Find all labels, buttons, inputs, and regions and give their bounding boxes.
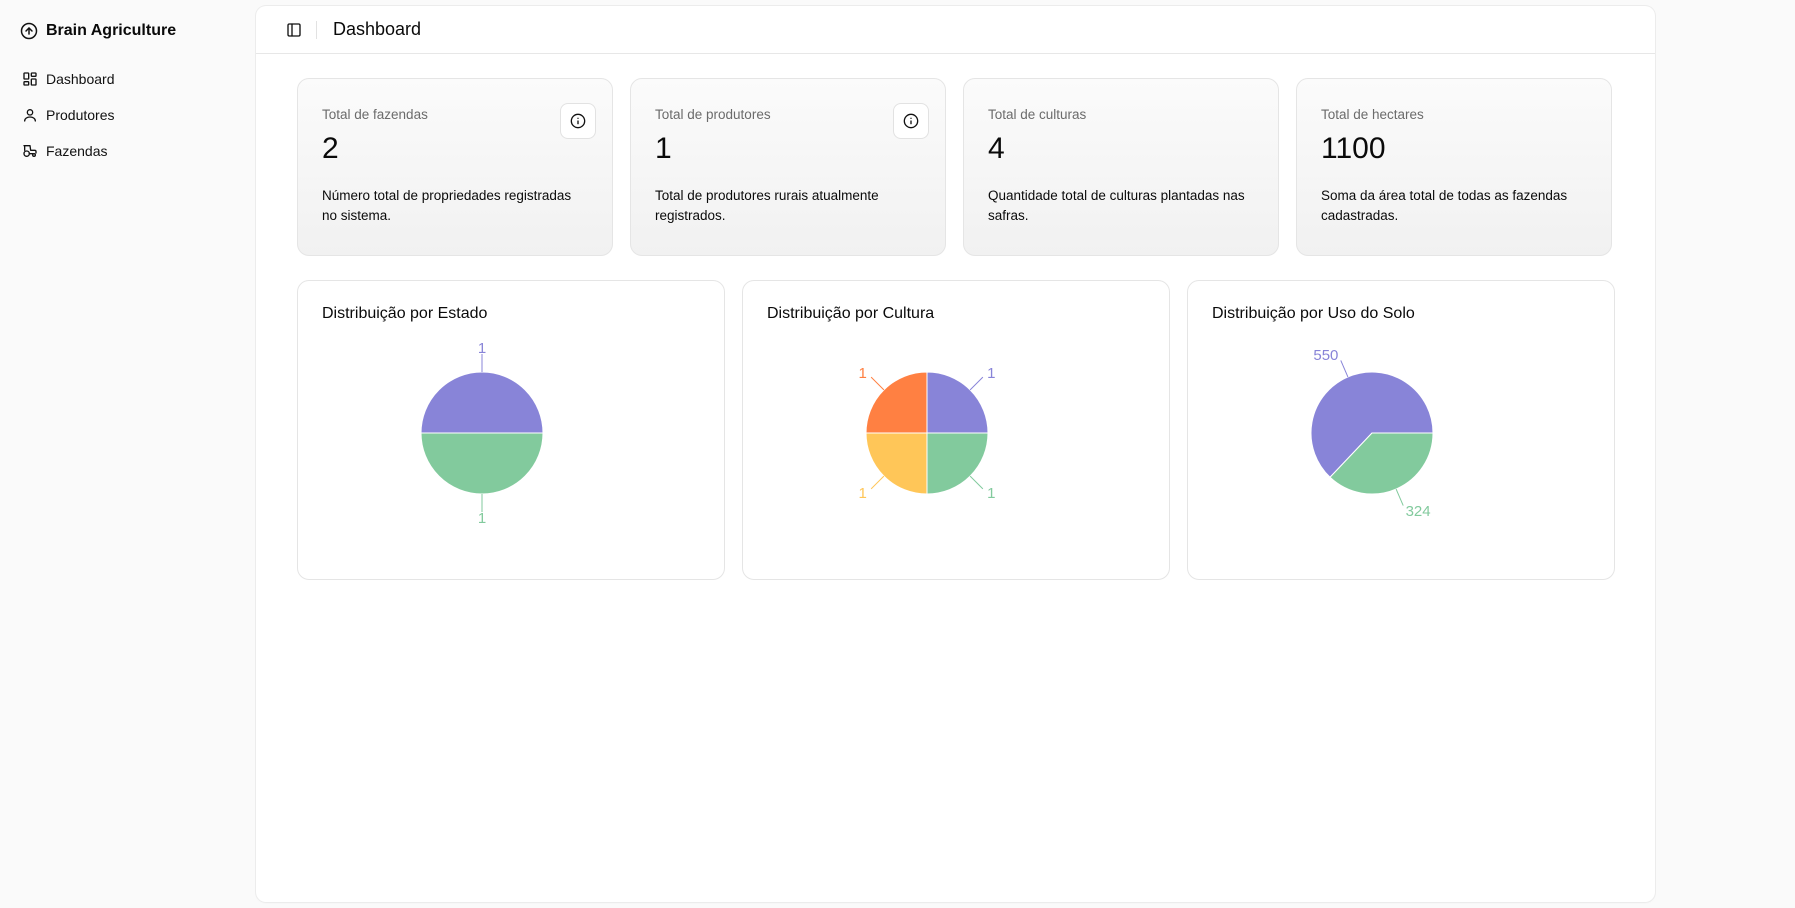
stat-card-fazendas: Total de fazendas 2 Número total de prop…: [297, 78, 613, 256]
tractor-icon: [23, 145, 37, 157]
panel-left-icon: [287, 22, 301, 37]
stat-label: Total de hectares: [1321, 107, 1424, 122]
stat-label: Total de produtores: [655, 107, 771, 122]
sidebar: Brain Agriculture Dashboard Produtores F…: [0, 0, 256, 908]
pie-slice[interactable]: [1310, 371, 1434, 478]
stat-value: 1100: [1321, 132, 1386, 165]
sidebar-item-fazendas[interactable]: Fazendas: [20, 136, 236, 166]
stat-description: Total de produtores rurais atualmente re…: [655, 188, 879, 223]
dashboard-content: Total de fazendas 2 Número total de prop…: [256, 54, 1655, 580]
pie-label: 1: [478, 341, 486, 357]
chart-title: Distribuição por Cultura: [767, 305, 935, 322]
pie-label-line: [870, 475, 885, 490]
chart-title: Distribuição por Uso do Solo: [1212, 305, 1415, 322]
pie-chart-cultura: 1 1 1 1: [859, 365, 996, 502]
circle-arrow-up-icon: [20, 22, 38, 40]
pie-label: 550: [1313, 347, 1338, 364]
pie-label: 1: [987, 365, 995, 382]
stat-description: Número total de propriedades registradas…: [322, 188, 572, 223]
stat-value: 2: [322, 132, 339, 165]
brand[interactable]: Brain Agriculture: [20, 20, 236, 42]
info-button[interactable]: [560, 103, 596, 139]
pie-label: 324: [1406, 503, 1431, 520]
pie-slice[interactable]: [420, 371, 544, 434]
pie-label-line: [870, 376, 885, 391]
sidebar-item-label: Fazendas: [46, 143, 108, 159]
pie-label: 1: [859, 485, 867, 502]
stat-label: Total de fazendas: [322, 107, 428, 122]
sidebar-item-dashboard[interactable]: Dashboard: [20, 64, 236, 94]
pie-label-line: [1395, 488, 1404, 506]
stat-description: Soma da área total de todas as fazendas …: [1321, 188, 1568, 223]
stat-value: 1: [655, 132, 672, 165]
pie-slice[interactable]: [926, 432, 989, 495]
info-icon: [570, 113, 586, 129]
pie-label: 1: [478, 510, 486, 527]
pie-chart-uso-solo: 550 324: [1310, 347, 1434, 520]
header-divider: [316, 20, 317, 39]
stat-description: Quantidade total de culturas plantadas n…: [988, 188, 1245, 223]
pie-label: 1: [859, 365, 867, 382]
chart-title: Distribuição por Estado: [322, 305, 488, 322]
stat-value: 4: [988, 132, 1005, 165]
page-title: Dashboard: [333, 19, 422, 39]
sidebar-toggle-button[interactable]: [280, 16, 308, 44]
brand-name: Brain Agriculture: [46, 22, 177, 39]
pie-label-line: [1340, 360, 1349, 378]
main-panel: Dashboard Total de fazendas 2 Número tot…: [256, 6, 1655, 902]
info-button[interactable]: [893, 103, 929, 139]
stat-card-hectares: Total de hectares 1100 Soma da área tota…: [1296, 78, 1612, 256]
sidebar-nav: Dashboard Produtores Fazendas: [20, 64, 236, 166]
pie-slice[interactable]: [865, 371, 928, 434]
pie-chart-estado: 11: [420, 341, 544, 527]
info-icon: [903, 113, 919, 129]
pie-label: 1: [987, 485, 995, 502]
stats-row: Total de fazendas 2 Número total de prop…: [297, 78, 1615, 256]
stat-card-culturas: Total de culturas 4 Quantidade total de …: [963, 78, 1279, 256]
pie-slice[interactable]: [420, 432, 544, 495]
layout-dashboard-icon: [23, 72, 37, 86]
sidebar-item-produtores[interactable]: Produtores: [20, 100, 236, 130]
pie-slice[interactable]: [926, 371, 989, 434]
chart-card-cultura: Distribuição por Cultura 1 1 1 1: [742, 280, 1170, 580]
sidebar-item-label: Produtores: [46, 107, 115, 123]
pie-slice[interactable]: [865, 432, 928, 495]
sidebar-item-label: Dashboard: [46, 71, 115, 87]
header: Dashboard: [256, 6, 1655, 54]
stat-label: Total de culturas: [988, 107, 1087, 122]
chart-card-uso-solo: Distribuição por Uso do Solo 550 324: [1187, 280, 1615, 580]
pie-label-line: [969, 475, 984, 490]
user-icon: [24, 109, 36, 122]
stat-card-produtores: Total de produtores 1 Total de produtore…: [630, 78, 946, 256]
pie-label-line: [969, 376, 984, 391]
